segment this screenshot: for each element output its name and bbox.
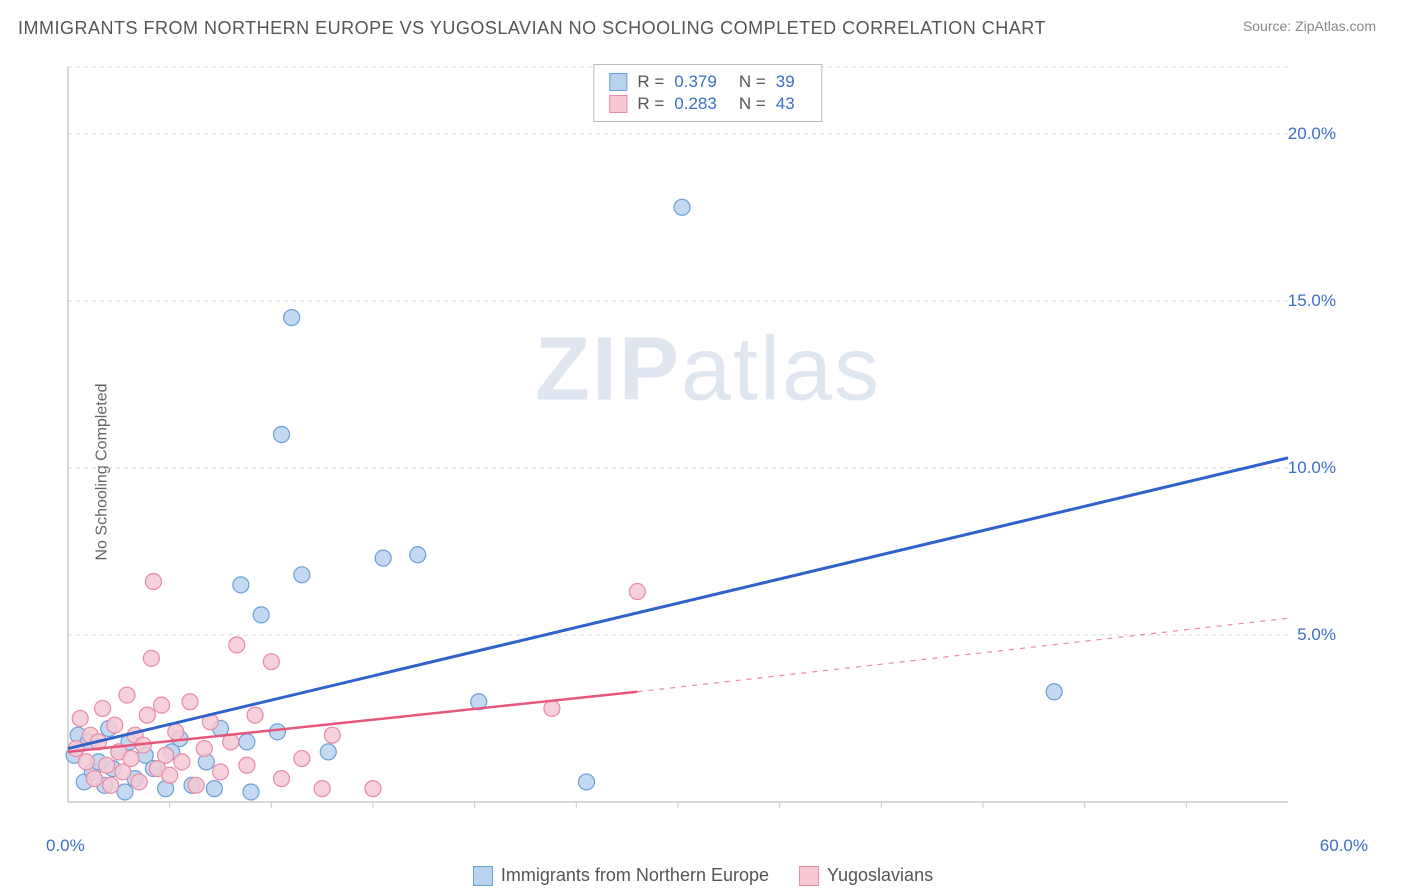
scatter-plot-svg: 5.0% 10.0% 15.0% 20.0% (58, 62, 1358, 832)
source-attribution: Source: ZipAtlas.com (1243, 18, 1376, 34)
svg-text:10.0%: 10.0% (1288, 458, 1336, 477)
legend-label-1: Yugoslavians (827, 865, 933, 886)
source-link[interactable]: ZipAtlas.com (1295, 18, 1376, 34)
legend-swatch-1 (799, 866, 819, 886)
bottom-legend: Immigrants from Northern Europe Yugoslav… (0, 865, 1406, 886)
chart-container: No Schooling Completed ZIPatlas 5.0%10.0… (0, 52, 1406, 892)
legend-item-0: Immigrants from Northern Europe (473, 865, 769, 886)
svg-text:5.0%: 5.0% (1297, 625, 1336, 644)
header: IMMIGRANTS FROM NORTHERN EUROPE VS YUGOS… (0, 0, 1406, 49)
stats-row-1: R = 0.283 N = 43 (609, 94, 806, 114)
legend-swatch-0 (473, 866, 493, 886)
x-axis-min-label: 0.0% (46, 836, 85, 856)
stats-row-0: R = 0.379 N = 39 (609, 72, 806, 92)
chart-title: IMMIGRANTS FROM NORTHERN EUROPE VS YUGOS… (18, 18, 1046, 39)
stats-box: R = 0.379 N = 39 R = 0.283 N = 43 (593, 64, 822, 122)
stats-swatch-1 (609, 95, 627, 113)
legend-item-1: Yugoslavians (799, 865, 933, 886)
stats-swatch-0 (609, 73, 627, 91)
x-axis-max-label: 60.0% (1320, 836, 1368, 856)
plot-area: ZIPatlas 5.0%10.0%15.0%20.0% R = 0.379 N… (58, 62, 1358, 832)
svg-text:20.0%: 20.0% (1288, 124, 1336, 143)
svg-text:15.0%: 15.0% (1288, 291, 1336, 310)
source-label: Source: (1243, 18, 1291, 34)
legend-label-0: Immigrants from Northern Europe (501, 865, 769, 886)
